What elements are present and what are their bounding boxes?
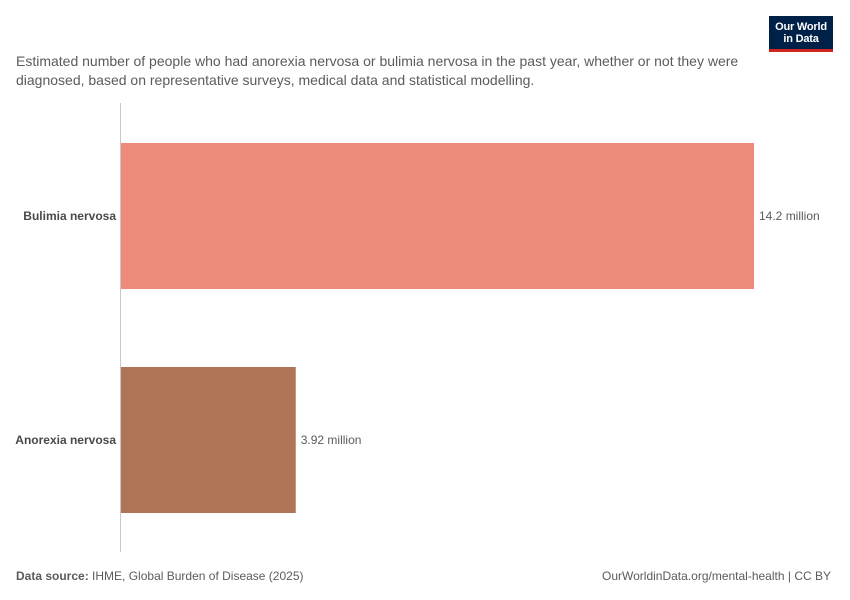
logo-line-2: in Data — [783, 33, 819, 45]
bar-anorexia-nervosa[interactable] — [121, 367, 296, 513]
bar-bulimia-nervosa[interactable] — [121, 143, 754, 289]
data-source-text: IHME, Global Burden of Disease (2025) — [92, 569, 304, 583]
chart-subtitle: Estimated number of people who had anore… — [16, 53, 739, 88]
owid-logo[interactable]: Our World in Data — [769, 16, 833, 52]
category-label-bulimia-nervosa: Bulimia nervosa — [23, 209, 116, 223]
category-label-anorexia-nervosa: Anorexia nervosa — [15, 433, 116, 447]
logo-line-1: Our World — [775, 21, 827, 33]
value-label-bulimia-nervosa: 14.2 million — [759, 209, 820, 223]
source-link[interactable]: OurWorldinData.org/mental-health | CC BY — [602, 569, 831, 583]
data-source-label: Data source: — [16, 569, 89, 583]
value-label-anorexia-nervosa: 3.92 million — [301, 433, 362, 447]
data-source: Data source: IHME, Global Burden of Dise… — [16, 569, 303, 583]
